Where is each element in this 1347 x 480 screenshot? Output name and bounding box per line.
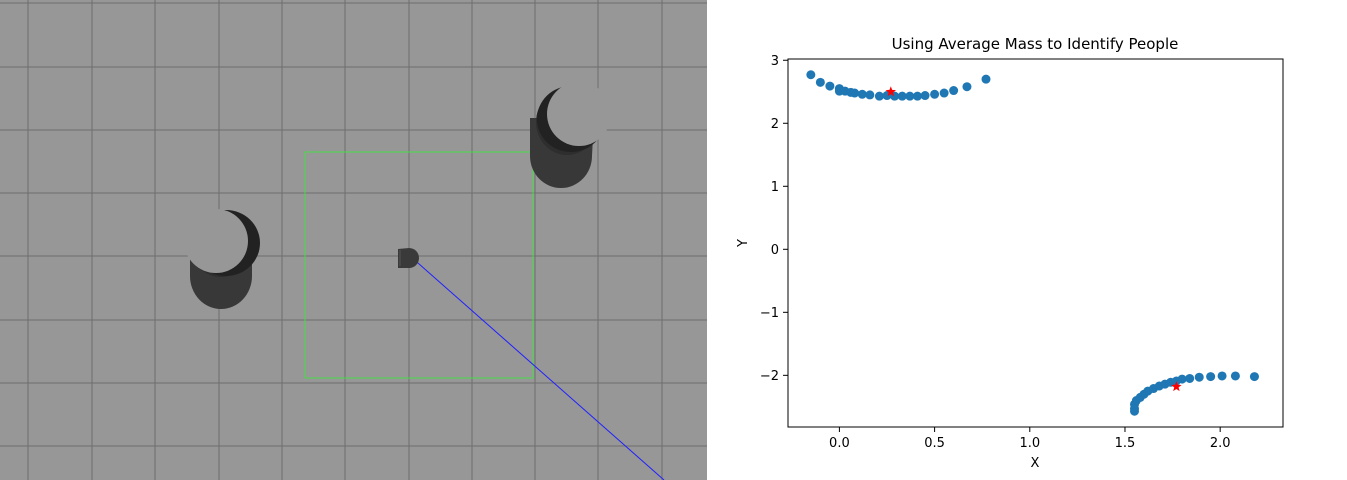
data-point [865,90,875,100]
data-points [806,70,1259,416]
y-tick-label: 1 [771,180,779,195]
data-point [850,88,860,98]
data-point [1194,372,1204,382]
data-point [905,91,915,101]
simulation-canvas [0,0,707,480]
data-point [825,81,835,91]
x-tick-label: 2.0 [1210,436,1231,451]
x-axis-label: X [1031,456,1040,471]
chart-panel: Using Average Mass to Identify People 0.… [707,0,1347,480]
data-point [912,91,922,101]
y-tick-label: 0 [771,243,779,258]
data-point [1185,373,1195,383]
floor-grid [0,0,707,480]
data-point [920,91,930,101]
chart-title: Using Average Mass to Identify People [892,35,1179,53]
data-point [962,82,972,92]
cylinder-person-icon [184,209,260,309]
data-point [857,89,867,99]
y-axis-label: Y [736,239,751,248]
data-point [1217,371,1227,381]
data-point [1206,372,1216,382]
detection-region-box [304,151,534,379]
data-point [1249,372,1259,382]
plot-frame [787,58,1284,428]
data-point [815,77,825,87]
cylinder-person-icon [530,82,611,188]
x-tick-label: 0.5 [924,436,945,451]
data-point [981,74,991,84]
data-point [806,70,816,80]
data-point [949,86,959,96]
data-point [1230,371,1240,381]
y-tick-label: 3 [771,54,779,69]
simulation-view [0,0,707,480]
y-tick-label: 2 [771,117,779,132]
data-point [939,88,949,98]
data-point [930,89,940,99]
x-tick-label: 0.0 [829,436,850,451]
scatter-chart: Using Average Mass to Identify People 0.… [736,35,1284,471]
y-axis-ticks: −2 −1 0 1 2 3 [760,54,788,384]
y-tick-label: −2 [760,369,779,384]
robot-base-icon [398,248,419,268]
x-axis-ticks: 0.0 0.5 1.0 1.5 2.0 [829,427,1231,451]
y-tick-label: −1 [760,306,779,321]
laser-scan-ray [409,255,665,480]
star-marker [885,86,897,97]
data-point [1177,374,1187,384]
star-marker [1171,381,1182,392]
data-point [897,91,907,101]
x-tick-label: 1.0 [1019,436,1040,451]
data-point [874,91,884,101]
x-tick-label: 1.5 [1115,436,1136,451]
